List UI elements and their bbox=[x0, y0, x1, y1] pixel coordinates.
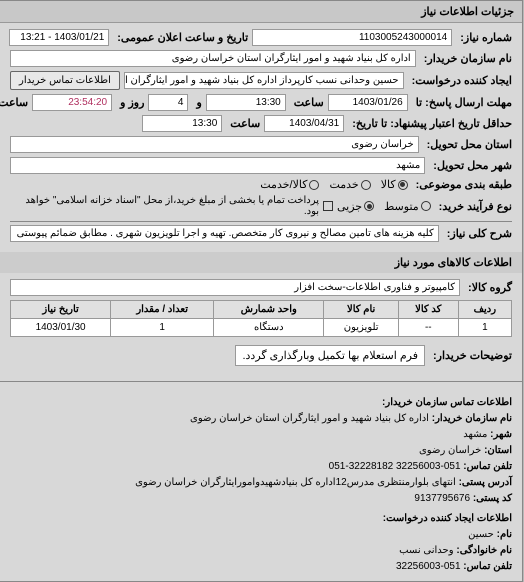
time-label-2: ساعت bbox=[227, 117, 261, 130]
contact-button[interactable]: اطلاعات تماس خریدار bbox=[11, 71, 121, 90]
clname-value: وحدانی نسب bbox=[400, 545, 454, 556]
request-no-field: 1103005243000014 bbox=[253, 29, 453, 46]
th-1: کد کالا bbox=[399, 301, 459, 319]
city-label: شهر محل تحویل: bbox=[430, 159, 513, 172]
budget-opt-1[interactable]: خدمت bbox=[330, 178, 371, 191]
buyer-note-text: فرم استعلام بها تکمیل وبارگذاری گردد. bbox=[236, 345, 426, 366]
days-field: 4 bbox=[149, 94, 189, 111]
cname-value: حسین bbox=[469, 529, 495, 540]
announce-label: تاریخ و ساعت اعلان عمومی: bbox=[114, 31, 249, 44]
creator-label: ایجاد کننده درخواست: bbox=[409, 74, 513, 87]
province-field: خراسان رضوی bbox=[11, 136, 420, 153]
td-5: 1403/01/30 bbox=[12, 319, 112, 337]
group-label: گروه کالا: bbox=[465, 281, 513, 294]
time-label-1: ساعت bbox=[291, 96, 325, 109]
goods-table: ردیف کد کالا نام کالا واحد شمارش تعداد /… bbox=[11, 300, 513, 337]
deadline-time-field: 13:30 bbox=[207, 94, 287, 111]
remain-field: 23:54:20 bbox=[33, 94, 113, 111]
ccphone-value: 051-32256003 bbox=[397, 561, 462, 572]
process-opt-1-label: جزیی bbox=[338, 200, 363, 213]
deadline-label: مهلت ارسال پاسخ: تا bbox=[413, 96, 513, 109]
ccity-label: شهر: bbox=[491, 429, 513, 440]
budget-radio-group: کالا خدمت کالا/خدمت bbox=[261, 178, 408, 191]
radio-icon bbox=[362, 180, 372, 190]
cpostal-value: 9137795676 bbox=[415, 493, 471, 504]
divider bbox=[11, 221, 513, 222]
org-value: اداره کل بنیاد شهید و امور ایثارگران است… bbox=[191, 413, 430, 424]
radio-icon bbox=[365, 201, 375, 211]
cphone-label: تلفن تماس: bbox=[464, 461, 513, 472]
budget-opt-0-label: کالا bbox=[382, 178, 397, 191]
remain-label: ساعت باقی مانده bbox=[0, 96, 29, 109]
validity-date-field: 1403/04/31 bbox=[265, 115, 345, 132]
contact-section-title: اطلاعات تماس سازمان خریدار: bbox=[11, 395, 513, 411]
budget-opt-2[interactable]: کالا/خدمت bbox=[261, 178, 320, 191]
process-opt-1[interactable]: جزیی bbox=[338, 200, 375, 213]
org-label: نام سازمان خریدار: bbox=[433, 413, 513, 424]
table-row: 1 -- تلویزیون دستگاه 1 1403/01/30 bbox=[12, 319, 513, 337]
goods-section-title: اطلاعات کالاهای مورد نیاز bbox=[1, 252, 523, 273]
th-3: واحد شمارش bbox=[215, 301, 325, 319]
validity-label: حداقل تاریخ اعتبار پیشنهاد: تا تاریخ: bbox=[349, 117, 513, 130]
td-3: دستگاه bbox=[215, 319, 325, 337]
th-5: تاریخ نیاز bbox=[12, 301, 112, 319]
process-radio-group: متوسط جزیی bbox=[338, 200, 432, 213]
table-header-row: ردیف کد کالا نام کالا واحد شمارش تعداد /… bbox=[12, 301, 513, 319]
caddr-label: آدرس پستی: bbox=[460, 477, 513, 488]
process-label: نوع فرآیند خرید: bbox=[436, 200, 513, 213]
and-label: و bbox=[193, 96, 202, 109]
clname-label: نام خانوادگی: bbox=[457, 545, 513, 556]
buyer-label: نام سازمان خریدار: bbox=[421, 52, 513, 65]
deadline-date-field: 1403/01/26 bbox=[329, 94, 409, 111]
ccity-value: مشهد bbox=[464, 429, 488, 440]
creator-field: حسین وحدانی نسب کارپرداز اداره کل بنیاد … bbox=[125, 72, 405, 89]
cname-label: نام: bbox=[498, 529, 513, 540]
main-panel: جزئیات اطلاعات نیاز شماره نیاز: 11030052… bbox=[0, 0, 524, 582]
cpostal-label: کد پستی: bbox=[474, 493, 513, 504]
td-4: 1 bbox=[112, 319, 215, 337]
validity-time-field: 13:30 bbox=[143, 115, 223, 132]
radio-icon bbox=[422, 201, 432, 211]
contact-info-block: اطلاعات تماس سازمان خریدار: نام سازمان خ… bbox=[1, 385, 523, 581]
buyer-note-label: توضیحات خریدار: bbox=[430, 349, 513, 362]
payment-note: پرداخت تمام یا بخشی از مبلغ خرید،از محل … bbox=[11, 195, 320, 217]
cprov-label: استان: bbox=[485, 445, 513, 456]
process-opt-0-label: متوسط bbox=[385, 200, 420, 213]
announce-field: 1403/01/21 - 13:21 bbox=[10, 29, 110, 46]
th-2: نام کالا bbox=[325, 301, 399, 319]
buyer-field: اداره کل بنیاد شهید و امور ایثارگران است… bbox=[11, 50, 417, 67]
td-2: تلویزیون bbox=[325, 319, 399, 337]
process-opt-0[interactable]: متوسط bbox=[385, 200, 432, 213]
panel-title: جزئیات اطلاعات نیاز bbox=[1, 1, 523, 23]
budget-opt-1-label: خدمت bbox=[330, 178, 359, 191]
th-4: تعداد / مقدار bbox=[112, 301, 215, 319]
td-1: -- bbox=[399, 319, 459, 337]
details-section: شماره نیاز: 1103005243000014 تاریخ و ساع… bbox=[1, 23, 523, 252]
th-0: ردیف bbox=[459, 301, 512, 319]
payment-checkbox[interactable] bbox=[324, 201, 334, 211]
td-0: 1 bbox=[459, 319, 512, 337]
province-label: استان محل تحویل: bbox=[424, 138, 513, 151]
radio-icon bbox=[399, 180, 409, 190]
request-no-label: شماره نیاز: bbox=[457, 31, 513, 44]
city-field: مشهد bbox=[11, 157, 426, 174]
ccphone-label: تلفن تماس: bbox=[464, 561, 513, 572]
overall-label: شرح کلی نیاز: bbox=[444, 227, 513, 240]
cphone-value: 051-32256003 32228182-051 bbox=[330, 461, 462, 472]
overall-field: کلیه هزینه های تامین مصالح و نیروی کار م… bbox=[11, 225, 440, 242]
caddr-value: انتهای بلوارمنتظری مدرس12اداره کل بنیادش… bbox=[136, 477, 457, 488]
budget-opt-2-label: کالا/خدمت bbox=[261, 178, 308, 191]
divider-2 bbox=[1, 381, 523, 382]
group-field: کامپیوتر و فناوری اطلاعات-سخت افزار bbox=[11, 279, 461, 296]
radio-icon bbox=[310, 180, 320, 190]
creator-section-title: اطلاعات ایجاد کننده درخواست: bbox=[11, 511, 513, 527]
budget-label: طبقه بندی موضوعی: bbox=[413, 178, 513, 191]
budget-opt-0[interactable]: کالا bbox=[382, 178, 409, 191]
days-label: روز و bbox=[117, 96, 145, 109]
cprov-value: خراسان رضوی bbox=[420, 445, 482, 456]
